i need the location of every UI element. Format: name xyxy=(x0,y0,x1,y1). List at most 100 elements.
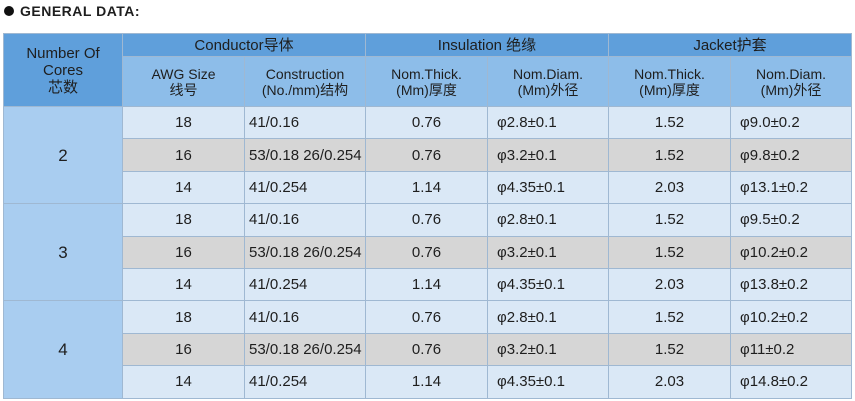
data-cell: 41/0.16 xyxy=(245,204,366,237)
cell-text: Number Of xyxy=(26,44,100,62)
header-column: Construction (No./mm)结构 xyxy=(245,57,366,107)
data-cell: 41/0.254 xyxy=(245,366,366,399)
cell-text: 3 xyxy=(58,242,68,262)
cell-text: 14 xyxy=(175,178,192,196)
cell-text: 41/0.254 xyxy=(249,276,308,294)
cell-text: φ4.35±0.1 xyxy=(497,276,566,294)
data-cell: 1.52 xyxy=(609,204,731,237)
cores-cell: 2 xyxy=(3,107,123,205)
data-cell: 1.14 xyxy=(366,171,488,205)
data-cell: 1.14 xyxy=(366,269,488,302)
cell-text: 0.76 xyxy=(411,146,442,164)
data-cell: 0.76 xyxy=(366,333,488,367)
cell-text: 16 xyxy=(175,340,192,358)
data-cell: φ10.2±0.2 xyxy=(731,236,852,269)
cell-text: Jacket护套 xyxy=(693,36,767,54)
cell-text: φ13.8±0.2 xyxy=(740,276,809,294)
cell-text: 1.14 xyxy=(411,178,442,196)
cell-text: 16 xyxy=(175,146,192,164)
cell-text: φ3.2±0.1 xyxy=(497,340,557,358)
cell-text: Nom.Thick. xyxy=(391,65,462,82)
cell-text: 0.76 xyxy=(411,340,442,358)
cell-text: 2.03 xyxy=(654,373,685,391)
cell-text: φ3.2±0.1 xyxy=(497,146,557,164)
data-cell: φ4.35±0.1 xyxy=(488,269,609,302)
cell-text: (No./mm)结构 xyxy=(261,81,349,98)
cell-text: φ9.5±0.2 xyxy=(740,211,800,229)
cell-text: 16 xyxy=(175,243,192,261)
cell-text: 41/0.254 xyxy=(249,373,308,391)
data-cell: φ10.2±0.2 xyxy=(731,301,852,334)
cell-text: 4 xyxy=(58,339,68,359)
data-cell: 2.03 xyxy=(609,366,731,399)
cell-text: Construction xyxy=(265,65,345,82)
data-cell: φ4.35±0.1 xyxy=(488,366,609,399)
cell-text: 2.03 xyxy=(654,178,685,196)
cell-text: 1.52 xyxy=(654,340,685,358)
cell-text: 1.52 xyxy=(654,146,685,164)
cell-text: Insulation 绝缘 xyxy=(437,36,537,54)
header-group: Insulation 绝缘 xyxy=(366,33,609,57)
cell-text: 53/0.18 26/0.254 xyxy=(249,340,362,358)
cell-text: 41/0.16 xyxy=(249,114,300,132)
data-cell: 0.76 xyxy=(366,301,488,334)
data-cell: 16 xyxy=(123,236,245,269)
cell-text: 53/0.18 26/0.254 xyxy=(249,146,362,164)
data-cell: 18 xyxy=(123,301,245,334)
cell-text: φ14.8±0.2 xyxy=(740,373,809,391)
cell-text: 1.52 xyxy=(654,243,685,261)
cell-text: 0.76 xyxy=(411,211,442,229)
cell-text: 0.76 xyxy=(411,308,442,326)
cell-text: 芯数 xyxy=(47,78,78,96)
cell-text: Cores xyxy=(42,61,83,79)
data-cell: 53/0.18 26/0.254 xyxy=(245,139,366,172)
cell-text: 41/0.254 xyxy=(249,178,308,196)
data-cell: φ9.8±0.2 xyxy=(731,139,852,172)
cell-text: Conductor导体 xyxy=(194,36,294,54)
data-cell: 41/0.16 xyxy=(245,301,366,334)
cell-text: 2 xyxy=(58,145,68,165)
data-cell: 14 xyxy=(123,269,245,302)
cell-text: 41/0.16 xyxy=(249,211,300,229)
data-cell: 53/0.18 26/0.254 xyxy=(245,333,366,367)
data-cell: 0.76 xyxy=(366,139,488,172)
cell-text: 53/0.18 26/0.254 xyxy=(249,243,362,261)
cell-text: 18 xyxy=(175,114,192,132)
data-cell: 1.52 xyxy=(609,139,731,172)
cell-text: AWG Size xyxy=(151,65,216,82)
cell-text: φ4.35±0.1 xyxy=(497,373,566,391)
data-cell: φ11±0.2 xyxy=(731,333,852,367)
cell-text: (Mm)外径 xyxy=(760,81,822,98)
header-column: Nom.Thick. (Mm)厚度 xyxy=(366,57,488,107)
cell-text: φ10.2±0.2 xyxy=(740,308,809,326)
data-cell: 16 xyxy=(123,139,245,172)
cell-text: Nom.Thick. xyxy=(634,65,705,82)
cell-text: φ3.2±0.1 xyxy=(497,243,557,261)
cell-text: φ11±0.2 xyxy=(740,340,795,358)
header-column: Nom.Diam. (Mm)外径 xyxy=(488,57,609,107)
cell-text: φ4.35±0.1 xyxy=(497,178,566,196)
cores-cell: 3 xyxy=(3,204,123,302)
cell-text: 1.14 xyxy=(411,276,442,294)
cell-text: 14 xyxy=(175,373,192,391)
cell-text: 1.14 xyxy=(411,373,442,391)
data-cell: φ2.8±0.1 xyxy=(488,107,609,140)
data-cell: 2.03 xyxy=(609,269,731,302)
cell-text: φ2.8±0.1 xyxy=(497,308,557,326)
header-cores: Number Of Cores 芯数 xyxy=(3,33,123,107)
data-cell: 18 xyxy=(123,204,245,237)
cell-text: φ9.8±0.2 xyxy=(740,146,800,164)
data-cell: 53/0.18 26/0.254 xyxy=(245,236,366,269)
cell-text: 1.52 xyxy=(654,308,685,326)
data-cell: 1.52 xyxy=(609,301,731,334)
data-cell: 0.76 xyxy=(366,236,488,269)
cell-text: 1.52 xyxy=(654,114,685,132)
cell-text: 18 xyxy=(175,308,192,326)
data-cell: 1.52 xyxy=(609,333,731,367)
data-cell: 41/0.16 xyxy=(245,107,366,140)
data-cell: φ9.5±0.2 xyxy=(731,204,852,237)
data-cell: 18 xyxy=(123,107,245,140)
cell-text: (Mm)厚度 xyxy=(396,81,457,98)
cell-text: 线号 xyxy=(169,81,198,98)
